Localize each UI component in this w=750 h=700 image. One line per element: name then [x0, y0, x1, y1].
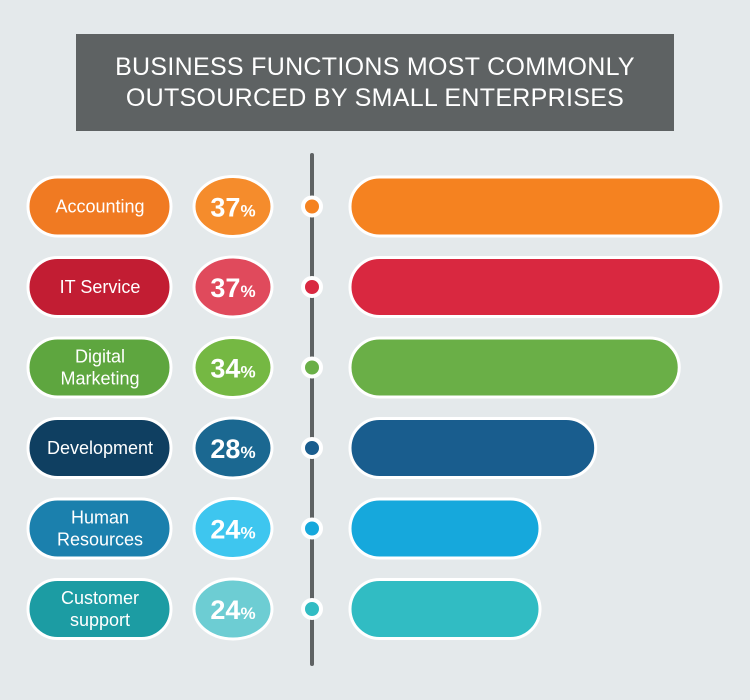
value-label: 37% [210, 193, 255, 223]
category-label: Resources [57, 530, 143, 550]
value-label: 34% [210, 354, 255, 384]
category-label: Customer [61, 588, 139, 608]
category-label: Human [71, 508, 129, 528]
value-circle [192, 175, 274, 238]
category-label: IT Service [60, 277, 141, 297]
axis-dot [301, 195, 323, 218]
category-label: Accounting [55, 197, 144, 217]
category-label: Marketing [60, 369, 139, 389]
category-pill [26, 578, 173, 640]
bar [348, 256, 723, 318]
axis-dot [301, 437, 323, 459]
category-label: Digital [75, 347, 125, 367]
category-pill [26, 256, 173, 318]
value-circle [192, 255, 274, 319]
bar [348, 175, 723, 238]
bar [348, 497, 542, 560]
value-circle [192, 336, 274, 399]
chart-title: BUSINESS FUNCTIONS MOST COMMONLY OUTSOUR… [76, 34, 674, 131]
value-label: 28% [210, 434, 255, 464]
bar [348, 336, 681, 399]
value-label: 37% [210, 273, 255, 303]
category-label: Development [47, 438, 153, 458]
category-pill [26, 175, 173, 238]
value-circle [192, 416, 274, 480]
axis-dot [301, 598, 323, 620]
axis-dot [301, 276, 323, 298]
category-pill [26, 497, 173, 560]
chart-title-line-2: OUTSOURCED BY SMALL ENTERPRISES [125, 83, 625, 112]
value-label: 24% [210, 595, 255, 625]
bar [348, 578, 542, 640]
axis-dot [301, 517, 323, 540]
value-circle [192, 577, 274, 641]
bar [348, 417, 598, 479]
value-label: 24% [210, 515, 255, 545]
chart-title-line-1: BUSINESS FUNCTIONS MOST COMMONLY [115, 52, 635, 81]
category-label: support [70, 610, 130, 630]
category-pill [26, 336, 173, 399]
category-pill [26, 417, 173, 479]
value-circle [192, 497, 274, 560]
axis-dot [301, 356, 323, 379]
